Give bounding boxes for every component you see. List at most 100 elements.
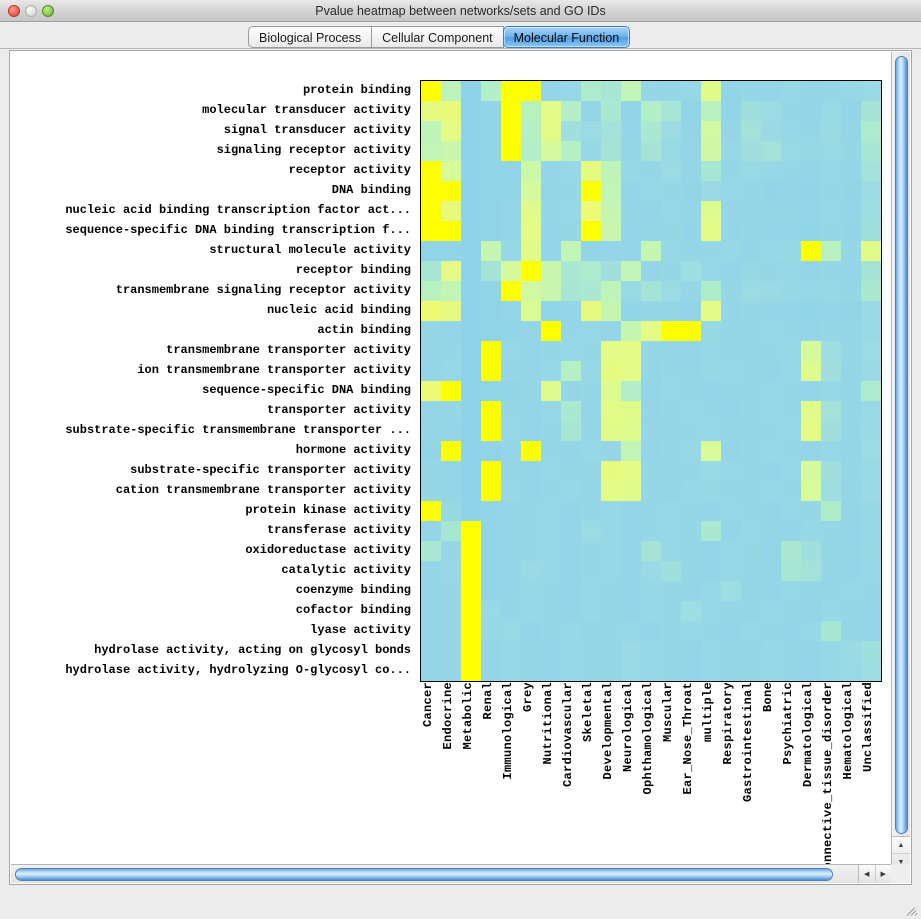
heatmap-cell[interactable] (481, 661, 501, 681)
heatmap-cell[interactable] (781, 601, 801, 621)
heatmap-cell[interactable] (741, 581, 761, 601)
heatmap-cell[interactable] (741, 601, 761, 621)
heatmap-cell[interactable] (861, 541, 881, 561)
heatmap-cell[interactable] (481, 461, 501, 481)
heatmap-cell[interactable] (741, 541, 761, 561)
heatmap-cell[interactable] (701, 201, 721, 221)
heatmap-cell[interactable] (521, 241, 541, 261)
heatmap-cell[interactable] (621, 161, 641, 181)
heatmap-cell[interactable] (681, 521, 701, 541)
heatmap-cell[interactable] (701, 541, 721, 561)
heatmap-cell[interactable] (681, 341, 701, 361)
heatmap-cell[interactable] (601, 461, 621, 481)
heatmap-cell[interactable] (541, 401, 561, 421)
heatmap-cell[interactable] (421, 261, 441, 281)
tab-cellular-component[interactable]: Cellular Component (372, 26, 504, 48)
heatmap-cell[interactable] (861, 361, 881, 381)
heatmap-cell[interactable] (661, 361, 681, 381)
heatmap-cell[interactable] (421, 601, 441, 621)
heatmap-cell[interactable] (681, 621, 701, 641)
heatmap-cell[interactable] (781, 641, 801, 661)
heatmap-cell[interactable] (441, 141, 461, 161)
heatmap-cell[interactable] (601, 81, 621, 101)
heatmap-cell[interactable] (801, 121, 821, 141)
heatmap-cell[interactable] (501, 321, 521, 341)
heatmap-cell[interactable] (621, 281, 641, 301)
heatmap-cell[interactable] (641, 641, 661, 661)
heatmap-cell[interactable] (461, 421, 481, 441)
heatmap-cell[interactable] (421, 301, 441, 321)
heatmap-cell[interactable] (761, 601, 781, 621)
heatmap-cell[interactable] (721, 341, 741, 361)
heatmap-cell[interactable] (661, 341, 681, 361)
heatmap-cell[interactable] (481, 441, 501, 461)
heatmap-cell[interactable] (701, 261, 721, 281)
heatmap-cell[interactable] (441, 641, 461, 661)
heatmap-cell[interactable] (761, 301, 781, 321)
heatmap-cell[interactable] (761, 641, 781, 661)
heatmap-cell[interactable] (801, 541, 821, 561)
heatmap-cell[interactable] (561, 341, 581, 361)
heatmap-cell[interactable] (541, 361, 561, 381)
heatmap-cell[interactable] (641, 221, 661, 241)
heatmap-cell[interactable] (761, 121, 781, 141)
heatmap-cell[interactable] (561, 601, 581, 621)
heatmap-cell[interactable] (701, 121, 721, 141)
heatmap-cell[interactable] (461, 261, 481, 281)
heatmap-cell[interactable] (581, 241, 601, 261)
heatmap-cell[interactable] (681, 541, 701, 561)
heatmap-cell[interactable] (781, 321, 801, 341)
heatmap-cell[interactable] (661, 421, 681, 441)
heatmap-cell[interactable] (501, 401, 521, 421)
heatmap-cell[interactable] (741, 561, 761, 581)
heatmap-cell[interactable] (521, 281, 541, 301)
heatmap-cell[interactable] (661, 601, 681, 621)
heatmap-cell[interactable] (601, 201, 621, 221)
heatmap-cell[interactable] (861, 381, 881, 401)
heatmap-cell[interactable] (721, 621, 741, 641)
heatmap-cell[interactable] (601, 381, 621, 401)
scroll-up-icon[interactable]: ▲ (897, 841, 905, 849)
heatmap-cell[interactable] (801, 201, 821, 221)
heatmap-cell[interactable] (821, 221, 841, 241)
heatmap-cell[interactable] (541, 241, 561, 261)
heatmap-cell[interactable] (421, 561, 441, 581)
heatmap-cell[interactable] (481, 161, 501, 181)
heatmap-cell[interactable] (481, 321, 501, 341)
heatmap-cell[interactable] (501, 521, 521, 541)
heatmap-cell[interactable] (661, 221, 681, 241)
heatmap-cell[interactable] (541, 101, 561, 121)
heatmap-cell[interactable] (541, 661, 561, 681)
heatmap-cell[interactable] (621, 601, 641, 621)
heatmap-cell[interactable] (861, 621, 881, 641)
heatmap-cell[interactable] (821, 641, 841, 661)
heatmap-cell[interactable] (841, 381, 861, 401)
heatmap-cell[interactable] (801, 141, 821, 161)
heatmap-cell[interactable] (441, 301, 461, 321)
heatmap-cell[interactable] (621, 361, 641, 381)
heatmap-cell[interactable] (641, 461, 661, 481)
heatmap-cell[interactable] (741, 641, 761, 661)
heatmap-cell[interactable] (501, 181, 521, 201)
heatmap-cell[interactable] (461, 381, 481, 401)
heatmap-cell[interactable] (441, 261, 461, 281)
heatmap-cell[interactable] (661, 381, 681, 401)
heatmap-cell[interactable] (421, 481, 441, 501)
heatmap-cell[interactable] (481, 541, 501, 561)
heatmap-cell[interactable] (861, 301, 881, 321)
heatmap-cell[interactable] (861, 81, 881, 101)
heatmap-cell[interactable] (841, 361, 861, 381)
heatmap-cell[interactable] (641, 421, 661, 441)
heatmap-cell[interactable] (701, 601, 721, 621)
heatmap-cell[interactable] (501, 481, 521, 501)
heatmap-cell[interactable] (681, 261, 701, 281)
heatmap-cell[interactable] (781, 101, 801, 121)
heatmap-cell[interactable] (461, 621, 481, 641)
heatmap-cell[interactable] (721, 581, 741, 601)
heatmap-cell[interactable] (861, 521, 881, 541)
heatmap-cell[interactable] (421, 361, 441, 381)
heatmap-cell[interactable] (521, 161, 541, 181)
heatmap-cell[interactable] (461, 541, 481, 561)
heatmap-cell[interactable] (861, 581, 881, 601)
heatmap-cell[interactable] (421, 201, 441, 221)
